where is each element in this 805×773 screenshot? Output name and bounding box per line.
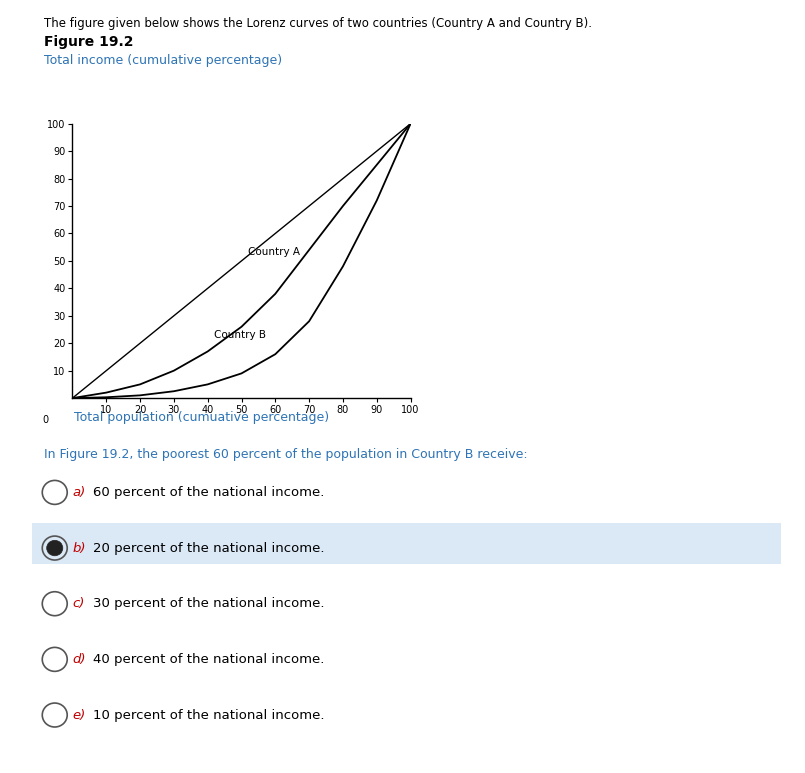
Text: c): c) — [72, 598, 85, 610]
Text: 30 percent of the national income.: 30 percent of the national income. — [93, 598, 324, 610]
Text: 40 percent of the national income.: 40 percent of the national income. — [93, 653, 324, 666]
Text: Country A: Country A — [248, 247, 300, 257]
Text: 20 percent of the national income.: 20 percent of the national income. — [93, 542, 324, 554]
Text: 60 percent of the national income.: 60 percent of the national income. — [93, 486, 324, 499]
Text: The figure given below shows the Lorenz curves of two countries (Country A and C: The figure given below shows the Lorenz … — [44, 17, 592, 30]
Text: Country B: Country B — [214, 330, 266, 339]
Text: 0: 0 — [43, 415, 48, 425]
Text: d): d) — [72, 653, 86, 666]
Text: e): e) — [72, 709, 85, 721]
Text: Figure 19.2: Figure 19.2 — [44, 35, 134, 49]
Text: Total income (cumulative percentage): Total income (cumulative percentage) — [44, 54, 283, 67]
Text: b): b) — [72, 542, 86, 554]
Text: 10 percent of the national income.: 10 percent of the national income. — [93, 709, 324, 721]
Text: a): a) — [72, 486, 85, 499]
Text: In Figure 19.2, the poorest 60 percent of the population in Country B receive:: In Figure 19.2, the poorest 60 percent o… — [44, 448, 528, 461]
Text: Total population (cumuative percentage): Total population (cumuative percentage) — [74, 411, 329, 424]
